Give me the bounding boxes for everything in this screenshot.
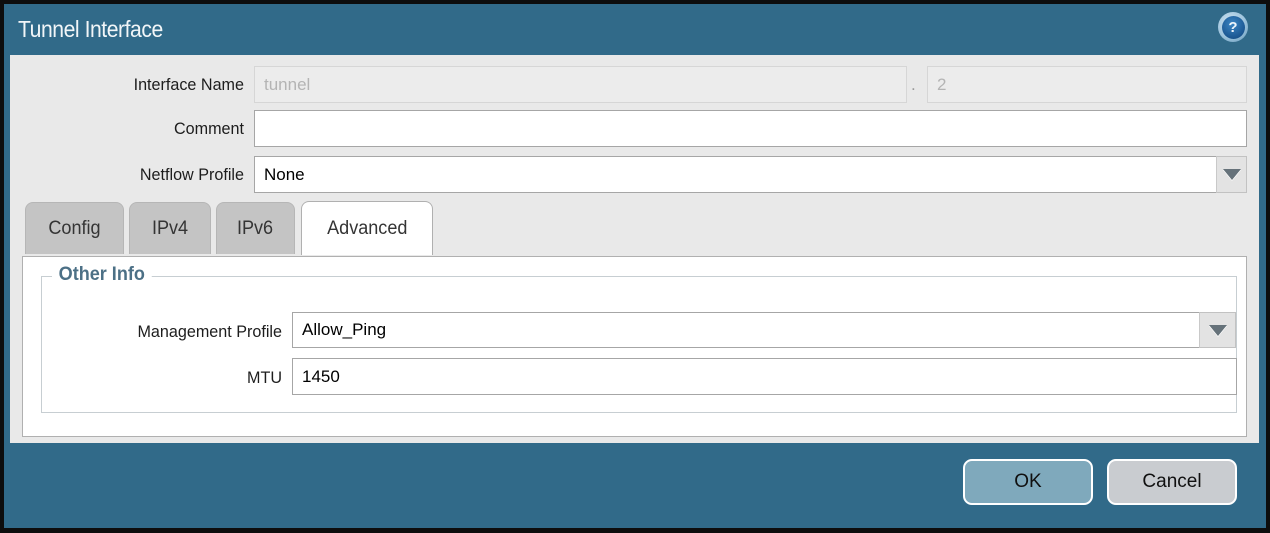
tab-ipv6[interactable]: IPv6	[216, 202, 295, 254]
help-icon[interactable]: ?	[1218, 12, 1248, 42]
interface-name-separator: .	[911, 75, 916, 94]
tab-advanced[interactable]: Advanced	[301, 201, 433, 255]
ok-button[interactable]: OK	[963, 459, 1093, 505]
dialog-title: Tunnel Interface	[18, 16, 163, 42]
netflow-profile-dropdown-button[interactable]	[1216, 156, 1247, 193]
netflow-profile-select[interactable]	[254, 156, 1217, 193]
other-info-legend: Other Info	[52, 264, 152, 286]
cancel-button[interactable]: Cancel	[1107, 459, 1237, 505]
mtu-input[interactable]	[292, 358, 1237, 395]
chevron-down-icon	[1222, 169, 1241, 180]
advanced-tab-panel: Other Info Management Profile MTU	[22, 256, 1247, 437]
comment-label: Comment	[173, 119, 244, 138]
dialog-titlebar: Tunnel Interface ?	[4, 4, 1266, 55]
help-icon-glyph: ?	[1221, 15, 1245, 39]
tunnel-interface-dialog: Tunnel Interface ? Interface Name . Comm…	[4, 4, 1266, 528]
chevron-down-icon	[1208, 324, 1227, 336]
comment-input[interactable]	[254, 110, 1247, 147]
dialog-body: Interface Name . Comment Netflow Profile…	[10, 55, 1259, 443]
tab-config[interactable]: Config	[25, 202, 124, 254]
netflow-profile-label: Netflow Profile	[139, 165, 244, 184]
management-profile-select[interactable]	[292, 312, 1200, 348]
management-profile-label: Management Profile	[137, 322, 282, 341]
dialog-footer: OK Cancel	[4, 443, 1266, 528]
interface-name-input[interactable]	[254, 66, 907, 103]
tab-ipv4[interactable]: IPv4	[129, 202, 211, 254]
management-profile-dropdown-button[interactable]	[1199, 312, 1236, 348]
interface-name-label: Interface Name	[133, 75, 244, 94]
other-info-fieldset: Other Info Management Profile MTU	[41, 264, 1237, 413]
mtu-label: MTU	[247, 368, 282, 387]
interface-name-suffix-input[interactable]	[927, 66, 1247, 103]
